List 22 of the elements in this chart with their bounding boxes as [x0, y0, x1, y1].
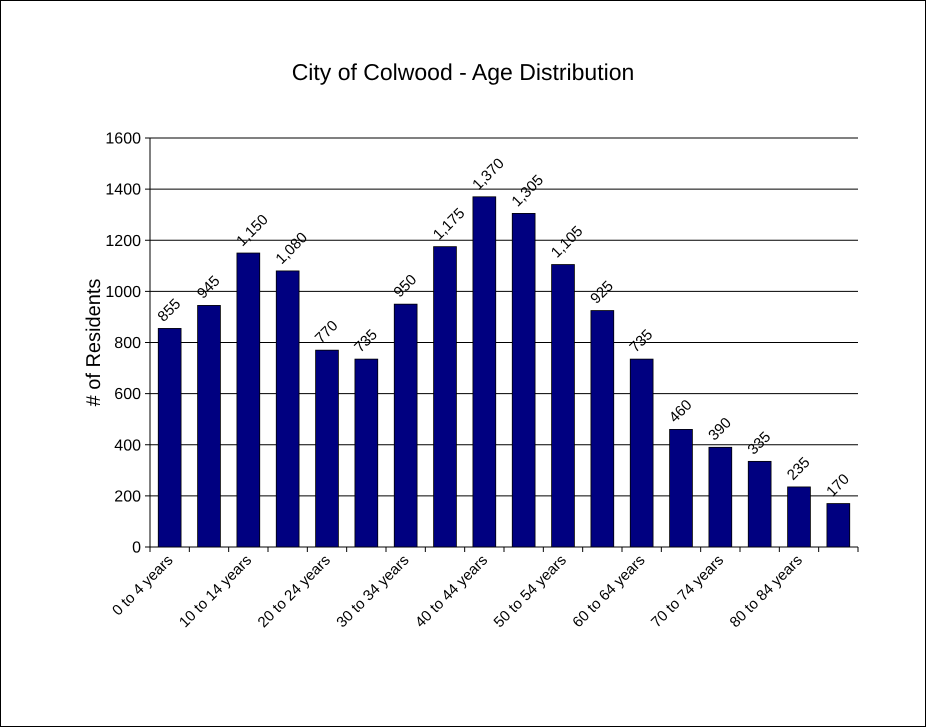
data-label: 950 — [390, 271, 420, 301]
data-label: 945 — [194, 272, 224, 302]
y-axis-title: # of Residents — [83, 278, 105, 406]
data-label: 170 — [823, 470, 853, 500]
bar — [826, 503, 850, 548]
data-label: 460 — [666, 396, 696, 426]
data-label: 855 — [154, 296, 184, 326]
y-tick-label: 1600 — [105, 130, 142, 148]
y-tick-label: 1000 — [105, 284, 142, 301]
chart-title: City of Colwood - Age Distribution — [292, 59, 634, 85]
data-label: 335 — [744, 428, 774, 458]
y-tick-label: 1400 — [105, 182, 142, 199]
y-tick-label: 1200 — [105, 232, 142, 250]
y-tick-label: 0 — [132, 540, 142, 557]
data-label: 390 — [705, 414, 735, 444]
data-label: 925 — [587, 278, 617, 308]
y-tick-label: 400 — [114, 437, 142, 454]
data-label: 235 — [784, 454, 814, 484]
y-tick-label: 800 — [114, 335, 142, 352]
y-tick-label: 600 — [114, 386, 142, 404]
y-tick-label: 200 — [114, 488, 142, 506]
data-label: 770 — [312, 317, 342, 347]
